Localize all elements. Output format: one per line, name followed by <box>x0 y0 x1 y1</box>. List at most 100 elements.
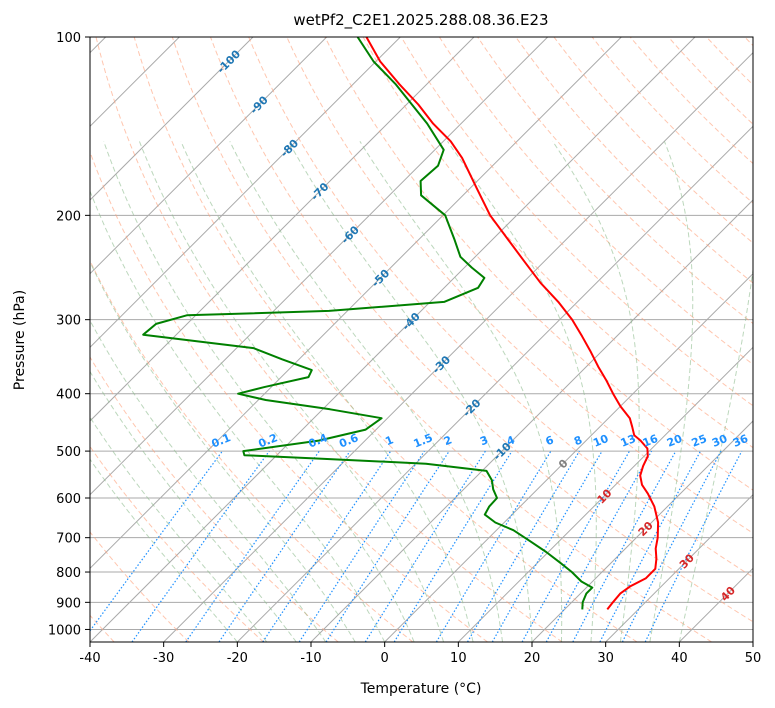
mixing-ratio-label: 36 <box>731 432 750 450</box>
dry-adiabat-line <box>210 37 753 623</box>
x-axis-label: Temperature (°C) <box>360 681 482 697</box>
dry-adiabat-line <box>248 37 753 578</box>
moist-adiabat-line <box>90 370 297 642</box>
isotherm-line <box>457 346 753 642</box>
moist-adiabat-line <box>678 265 753 642</box>
moist-adiabat-line <box>359 141 563 642</box>
dry-adiabat-line <box>438 37 753 365</box>
dry-adiabat-label: -40 <box>400 310 423 333</box>
dry-adiabat-line <box>515 37 753 284</box>
mixing-ratio-label: 2 <box>442 433 454 448</box>
mixing-ratio-label: 1 <box>383 433 395 448</box>
y-tick-label: 800 <box>56 566 81 581</box>
x-tick-label: 10 <box>450 651 467 666</box>
y-tick-label: 100 <box>56 31 81 46</box>
dry-adiabat-line <box>95 37 563 642</box>
mixing-ratio-label: 16 <box>641 432 660 450</box>
x-tick-label: -20 <box>227 651 248 666</box>
mixing-ratio-label: 3 <box>478 433 490 448</box>
mixing-ratio-line <box>621 450 722 642</box>
mixing-ratio-line <box>545 450 653 642</box>
dry-adiabat-line <box>400 37 753 407</box>
x-tick-label: -40 <box>79 651 100 666</box>
isotherm-line <box>678 567 753 642</box>
dry-adiabat-line <box>324 37 753 491</box>
dry-adiabat-line <box>133 37 638 642</box>
dry-adiabat-line <box>477 37 753 325</box>
mixing-ratio-line <box>364 450 486 642</box>
dry-adiabat-line <box>90 259 414 642</box>
isotherm-line <box>531 420 753 642</box>
isotherm-line <box>752 641 753 642</box>
mixing-ratio-line <box>491 450 603 642</box>
dry-adiabat-line <box>591 37 753 204</box>
x-tick-label: -30 <box>153 651 174 666</box>
x-tick-label: 50 <box>745 651 762 666</box>
mixing-ratio-line <box>325 450 450 642</box>
mixing-ratio-line <box>599 450 702 642</box>
temperature-line <box>365 37 660 611</box>
y-tick-label: 1000 <box>48 623 81 638</box>
plot-frame <box>89 36 754 643</box>
isotherm-line <box>90 37 475 422</box>
mixing-ratio-label: 0.1 <box>210 431 233 450</box>
axes: -40 -30 -20 -10 0 10 20 30 40 5010020030040050060… <box>48 31 761 666</box>
dry-adiabat-line <box>171 37 712 642</box>
x-tick-label: 40 <box>671 651 688 666</box>
isotherm-line <box>384 272 753 642</box>
y-tick-label: 500 <box>56 445 81 460</box>
moist-adiabat-line <box>138 141 445 642</box>
dewpoint-line <box>142 37 594 610</box>
mixing-ratio-label: 25 <box>690 432 709 450</box>
y-tick-label: 900 <box>56 596 81 611</box>
mixing-ratio-line <box>218 450 351 642</box>
x-tick-label: 20 <box>524 651 541 666</box>
y-tick-label: 300 <box>56 314 81 329</box>
mixing-ratio-label: 20 <box>665 432 684 450</box>
y-tick-label: 400 <box>56 388 81 403</box>
data-series <box>142 37 660 611</box>
isotherm-line <box>605 493 753 642</box>
dry-adiabat-line <box>90 531 190 642</box>
x-tick-label: 30 <box>597 651 614 666</box>
mixing-ratio-label: 0.4 <box>306 431 329 450</box>
mixing-ratio-line <box>466 450 580 642</box>
isotherm-line <box>310 199 753 642</box>
mixing-ratio-line <box>572 450 677 642</box>
y-tick-label: 600 <box>56 492 81 507</box>
moist-adiabat-line <box>649 141 694 642</box>
mixing-ratio-line <box>644 450 743 642</box>
mixing-ratio-label: 30 <box>710 432 729 450</box>
chart-title: wetPf2_C2E1.2025.288.08.36.E23 <box>293 11 548 30</box>
isotherm-line <box>90 37 254 201</box>
isotherm-line <box>236 125 753 642</box>
mixing-ratio-label: 6 <box>544 433 556 448</box>
isotherm-line <box>90 37 696 642</box>
moist-adiabat-line <box>90 458 238 642</box>
mixing-ratio-line <box>185 450 320 642</box>
mixing-ratio-label: 13 <box>619 432 638 450</box>
reference-lines <box>90 37 753 642</box>
y-tick-label: 700 <box>56 532 81 547</box>
y-tick-label: 200 <box>56 209 81 224</box>
mixing-ratio-label: 10 <box>591 432 610 450</box>
moist-adiabat-line <box>90 319 327 642</box>
moist-adiabat-line <box>229 141 503 642</box>
moist-adiabat-line <box>447 141 597 642</box>
dry-adiabat-label: 20 <box>636 519 656 539</box>
mixing-ratio-label: 8 <box>572 433 584 448</box>
mixing-ratio-line <box>393 450 513 642</box>
mixing-ratio-line <box>90 450 223 632</box>
moist-adiabat-line <box>180 141 474 642</box>
isotherm-line <box>90 37 622 570</box>
dry-adiabat-line <box>706 37 753 86</box>
dry-adiabat-line <box>553 37 753 244</box>
dry-adiabat-line <box>90 356 339 642</box>
moist-adiabat-line <box>103 141 415 642</box>
mixing-ratio-line <box>298 450 425 642</box>
mixing-ratio-line <box>521 450 631 642</box>
mixing-ratio-label: 0.6 <box>337 431 360 450</box>
dry-adiabat-line <box>286 37 753 534</box>
dry-adiabat-label: -100 <box>215 47 244 76</box>
